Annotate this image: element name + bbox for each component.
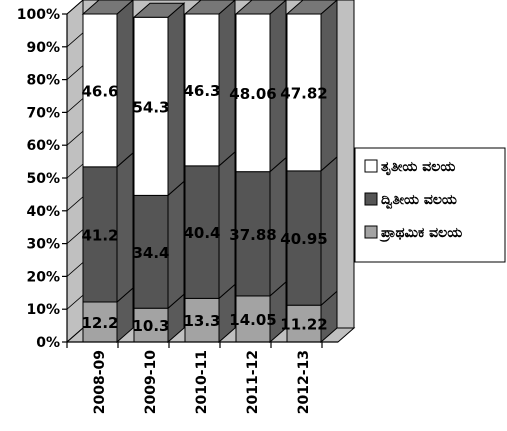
bar-data-label: 10.3 [132,317,169,335]
y-tick-label: 100% [17,7,60,23]
bar-stack: 10.3 34.4 54.3 [132,2,186,344]
y-gridline-side [66,327,84,343]
bar-data-label: 46.6 [81,82,118,100]
y-gridline-side [66,294,84,310]
bar-data-label: 40.95 [280,230,327,248]
y-tick-label: 30% [26,237,60,253]
legend-item: ತೃತೀಯ ವಲಯ [364,159,455,176]
bar-segment: 11.22 [280,290,338,344]
y-gridline-side [66,98,84,113]
bar-side [218,0,236,167]
bar-front [133,194,169,309]
legend-item: ದ್ವಿತೀಯ ವಲಯ [364,192,457,209]
bar-stack: 12.2 41.2 46.6 [81,0,134,344]
y-gridline-side [66,65,84,80]
legend-box [354,147,506,263]
legend-label: ದ್ವಿತೀಯ ವಲಯ [381,192,457,209]
y-tick-label: 0% [36,335,60,351]
bar-data-label: 47.82 [280,84,327,102]
bar-data-label: 40.4 [183,224,220,242]
bar-top [132,2,186,18]
bar-top [285,0,338,15]
bar-stack: 11.22 40.95 47.82 [280,0,338,344]
bar-segment: 14.05 [229,280,287,344]
y-gridline-side [66,196,84,212]
y-gridline-side [66,262,84,277]
bar-data-label: 46.3 [183,82,220,100]
legend: ತೃತೀಯ ವಲಯ ದ್ವಿತೀಯ ವಲಯ ಪ್ರಾಥಮಿಕ ವಲಯ [354,147,506,263]
bar-stack: 14.05 37.88 48.06 [229,0,287,344]
bar-segment: 47.82 [280,0,338,172]
bar-front [82,166,118,303]
bar-segment: 40.95 [280,155,338,307]
legend-swatch [364,192,378,206]
bar-data-label: 54.3 [132,98,169,116]
bar-data-label: 34.4 [132,244,169,262]
y-tick-label: 70% [26,105,60,121]
bar-segment: 46.6 [81,0,134,168]
bar-segment: 41.2 [81,151,134,304]
y-gridline-side [66,130,84,146]
bar-top [81,0,134,15]
bar-segment: 37.88 [229,156,287,298]
legend-item: ಪ್ರಾಥಮಿಕ ವಲಯ [364,225,462,243]
x-tick-label: 2009-10 [143,350,159,415]
bar-segment: 40.4 [183,150,236,300]
bar-side [116,0,134,168]
y-tick-label: 10% [26,302,60,318]
bar-stack: 13.3 40.4 46.3 [183,0,236,344]
y-gridline-side [66,32,84,48]
y-tick-label: 60% [26,138,60,154]
bar-front [286,13,322,172]
bar-front [184,13,220,167]
bar-side [167,180,185,310]
bar-segment: 48.06 [229,0,287,173]
bar-segment: 34.4 [132,180,185,310]
x-tick-label: 2008-09 [92,350,108,414]
bar-top [234,0,287,15]
bar-side [116,151,134,304]
bar-side [167,2,185,197]
x-tick-label: 2011-12 [245,350,261,414]
bar-data-label: 48.06 [229,85,276,103]
y-tick-label: 50% [26,171,60,187]
y-gridline-side [66,229,84,244]
bar-data-label: 41.2 [81,226,118,244]
y-tick-label: 80% [26,73,60,89]
x-axis: 2008-09 2009-10 2010-11 2011-12 2012-13 [66,341,338,415]
legend-label: ಪ್ರಾಥಮಿಕ ವಲಯ [379,225,462,243]
bar-data-label: 13.3 [183,312,220,330]
bar-front [133,16,169,196]
legend-swatch [364,159,378,173]
bar-data-label: 14.05 [229,311,276,329]
bar-data-label: 11.22 [280,316,327,334]
y-tick-label: 20% [26,269,60,285]
bar-front [235,13,271,173]
bar-front [82,13,118,168]
y-gridline-side [66,0,84,15]
bars-group: 12.2 41.2 46.6 10.3 34.4 54.3 13.3 40.4 46.3 14.0… [81,0,338,344]
y-tick-label: 90% [26,40,60,56]
bar-segment: 54.3 [132,2,185,197]
x-tick-label: 2012-13 [296,350,312,414]
bar-data-label: 37.88 [229,226,276,244]
bar-segment: 46.3 [183,0,236,167]
x-tick-label: 2010-11 [194,350,210,414]
legend-label: ತೃತೀಯ ವಲಯ [381,159,455,176]
bar-segment: 10.3 [132,293,185,344]
y-gridline-side [66,163,84,179]
y-axis: 0% 10% 20% 30% 40% 50% 60% 70% 80% 90% 100% [17,0,84,351]
y-tick-label: 40% [26,204,60,220]
bar-top [183,0,236,15]
bar-front [286,304,322,343]
bar-segment: 12.2 [81,286,134,344]
bar-data-label: 12.2 [81,314,118,332]
legend-swatch [364,225,378,239]
